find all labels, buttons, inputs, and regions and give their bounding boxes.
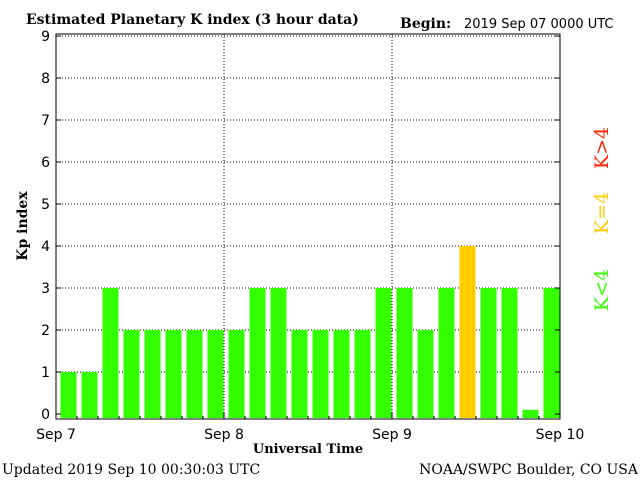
- kp-bar: [207, 330, 224, 418]
- kp-bar: [333, 330, 350, 418]
- kp-bar: [60, 372, 77, 418]
- begin-label: Begin:: [400, 16, 451, 32]
- y-tick-label: 7: [41, 113, 50, 129]
- bars: [60, 246, 560, 418]
- kp-bar: [165, 330, 182, 418]
- kp-bar: [228, 330, 245, 418]
- kp-bar: [354, 330, 371, 418]
- kp-bar: [270, 288, 287, 418]
- legend-k-equals-4: K=4: [591, 192, 613, 234]
- x-axis-label: Universal Time: [253, 442, 363, 457]
- y-tick-label: 0: [41, 407, 50, 423]
- legend-k-below-4: K<4: [591, 269, 613, 311]
- kp-bar: [144, 330, 161, 418]
- plot-area: [55, 33, 561, 420]
- kp-bar: [543, 288, 560, 418]
- kp-bar: [312, 330, 329, 418]
- y-tick-label: 2: [41, 323, 50, 339]
- x-tick-label: Sep 10: [536, 427, 585, 443]
- begin-value: 2019 Sep 07 0000 UTC: [464, 17, 614, 32]
- y-axis-label: Kp index: [15, 191, 31, 261]
- y-tick-label: 5: [41, 197, 50, 213]
- kp-bar: [459, 246, 476, 418]
- kp-bar: [249, 288, 266, 418]
- y-tick-label: 1: [41, 365, 50, 381]
- y-tick-label: 4: [41, 239, 50, 255]
- x-axis-ticks: Sep 7 Sep 8 Sep 9 Sep 10: [36, 412, 584, 443]
- chart-title: Estimated Planetary K index (3 hour data…: [26, 12, 359, 28]
- kp-bar: [375, 288, 392, 418]
- kp-bar: [417, 330, 434, 418]
- y-axis-ticks: 0 1 2 3 4 5 6 7 8 9: [41, 29, 560, 423]
- x-tick-label: Sep 9: [372, 427, 412, 443]
- credit-text: NOAA/SWPC Boulder, CO USA: [419, 462, 639, 478]
- kp-bar: [501, 288, 518, 418]
- x-tick-label: Sep 8: [204, 427, 244, 443]
- x-tick-label: Sep 7: [36, 427, 76, 443]
- updated-text: Updated 2019 Sep 10 00:30:03 UTC: [2, 462, 260, 478]
- kp-bar: [123, 330, 140, 418]
- gridlines: [56, 34, 560, 419]
- y-tick-label: 9: [41, 29, 50, 45]
- kp-bar: [186, 330, 203, 418]
- kp-bar: [291, 330, 308, 418]
- kp-bar: [396, 288, 413, 418]
- legend-k-above-4: K>4: [591, 127, 613, 169]
- kp-bar: [438, 288, 455, 418]
- kp-bar: [522, 409, 539, 418]
- y-tick-label: 6: [41, 155, 50, 171]
- y-tick-label: 3: [41, 281, 50, 297]
- kp-bar: [102, 288, 119, 418]
- y-tick-label: 8: [41, 71, 50, 87]
- kp-bar: [81, 372, 98, 418]
- kp-bar: [480, 288, 497, 418]
